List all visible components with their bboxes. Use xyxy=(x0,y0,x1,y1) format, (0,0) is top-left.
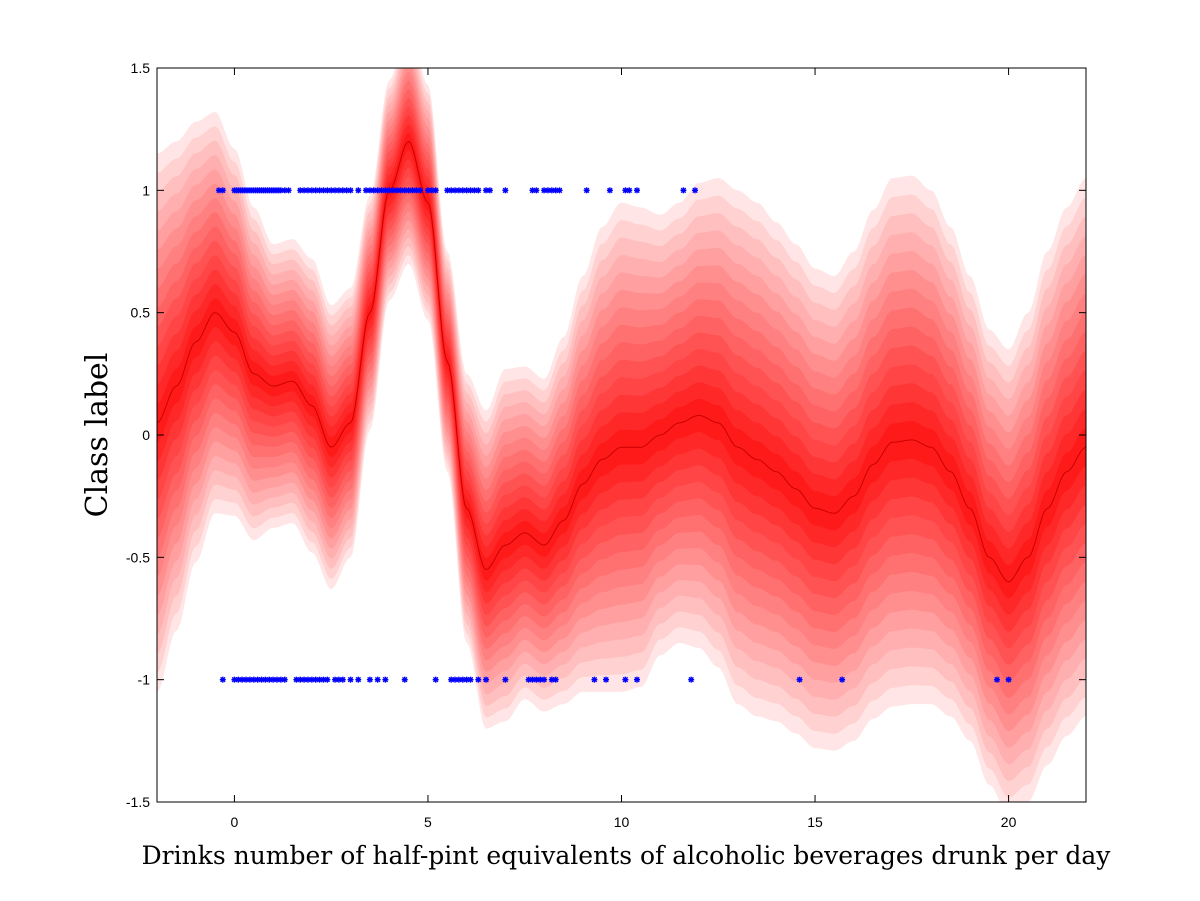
data-point-positive xyxy=(417,187,424,194)
data-point-positive xyxy=(606,187,613,194)
data-point-positive xyxy=(680,187,687,194)
data-point-negative xyxy=(467,676,474,683)
data-point-positive xyxy=(556,187,563,194)
x-axis-label: Drinks number of half-pint equivalents o… xyxy=(142,841,1112,870)
data-point-negative xyxy=(633,676,640,683)
data-point-negative xyxy=(347,676,354,683)
data-point-positive xyxy=(692,187,699,194)
data-point-negative xyxy=(796,676,803,683)
confidence-band-14 xyxy=(157,132,1086,599)
y-tick-label: 0 xyxy=(142,427,150,443)
x-tick-label: 0 xyxy=(231,814,239,830)
data-point-negative xyxy=(355,676,362,683)
data-point-positive xyxy=(626,187,633,194)
data-point-positive xyxy=(219,187,226,194)
y-axis-label: Class label xyxy=(80,353,115,518)
confidence-bands xyxy=(157,68,1086,802)
y-tick-label: -1.5 xyxy=(126,794,150,810)
data-point-positive xyxy=(355,187,362,194)
x-axis-ticks: 0 5 10 15 20 xyxy=(231,68,1017,830)
data-point-negative xyxy=(839,676,846,683)
y-axis-ticks: -1.5 -1 -0.5 0 0.5 1 1.5 xyxy=(126,60,1086,810)
data-point-negative xyxy=(603,676,610,683)
x-tick-label: 20 xyxy=(1001,814,1017,830)
data-point-positive xyxy=(475,187,482,194)
data-point-negative xyxy=(688,676,695,683)
data-point-positive xyxy=(486,187,493,194)
data-point-negative xyxy=(483,676,490,683)
data-point-negative xyxy=(401,676,408,683)
data-point-positive xyxy=(502,187,509,194)
data-point-positive xyxy=(633,187,640,194)
y-tick-label: 1 xyxy=(142,182,150,198)
data-point-negative xyxy=(993,676,1000,683)
data-point-negative xyxy=(502,676,509,683)
y-tick-label: -0.5 xyxy=(126,549,150,565)
data-point-negative xyxy=(475,676,482,683)
data-point-positive xyxy=(285,187,292,194)
predictive-mean-line xyxy=(157,140,1086,583)
data-point-positive xyxy=(347,187,354,194)
y-tick-label: -1 xyxy=(138,672,151,688)
x-tick-label: 10 xyxy=(614,814,630,830)
data-point-negative xyxy=(552,676,559,683)
data-points xyxy=(215,187,1012,683)
data-point-negative xyxy=(1005,676,1012,683)
data-point-negative xyxy=(324,676,331,683)
y-tick-label: 0.5 xyxy=(131,305,151,321)
data-point-positive xyxy=(432,187,439,194)
x-tick-label: 15 xyxy=(807,814,823,830)
data-point-negative xyxy=(591,676,598,683)
mean-line-layer xyxy=(157,140,1086,583)
data-point-negative xyxy=(622,676,629,683)
data-point-negative xyxy=(219,676,226,683)
data-point-negative xyxy=(432,676,439,683)
data-point-positive xyxy=(583,187,590,194)
data-point-negative xyxy=(382,676,389,683)
data-point-negative xyxy=(366,676,373,683)
data-point-negative xyxy=(374,676,381,683)
data-point-negative xyxy=(339,676,346,683)
data-point-positive xyxy=(533,187,540,194)
x-tick-label: 5 xyxy=(424,814,432,830)
y-tick-label: 1.5 xyxy=(131,60,151,76)
data-point-negative xyxy=(541,676,548,683)
data-point-negative xyxy=(281,676,288,683)
